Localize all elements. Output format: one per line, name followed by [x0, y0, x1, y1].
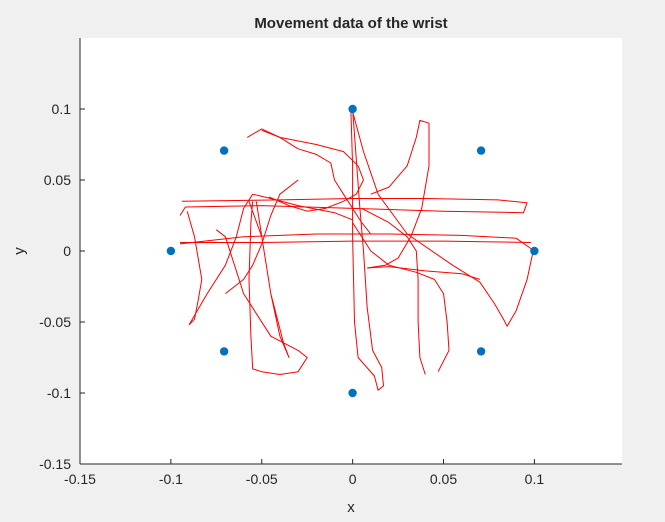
x-axis-label: x — [347, 499, 355, 516]
target-point-3 — [476, 347, 486, 356]
plot-area — [80, 38, 622, 464]
trajectory-path-6 — [188, 193, 353, 326]
y-tick-label: 0.1 — [52, 101, 72, 117]
trajectory-path-10 — [246, 128, 372, 235]
y-tick-label: -0.15 — [39, 456, 71, 472]
trajectory-path-12 — [361, 207, 426, 375]
x-tick-label: -0.05 — [246, 471, 278, 487]
target-point-4 — [348, 388, 357, 398]
trajectory-path-5 — [186, 211, 203, 326]
y-tick-label: 0 — [63, 243, 71, 259]
target-point-7 — [219, 146, 229, 155]
x-tick-label: 0.1 — [525, 471, 545, 487]
target-point-1 — [476, 146, 486, 155]
y-tick-label: -0.05 — [39, 314, 71, 330]
trajectory-path-1 — [352, 111, 535, 327]
trajectory-path-8 — [248, 201, 290, 358]
trajectory-path-15 — [225, 179, 299, 294]
target-point-5 — [219, 347, 229, 356]
trajectory-path-14 — [367, 266, 481, 280]
trajectory-path-9 — [261, 129, 364, 212]
trajectory-path-4 — [179, 198, 528, 216]
trajectory-path-7 — [215, 201, 308, 375]
target-point-0 — [348, 104, 357, 114]
trajectory-path-0 — [350, 107, 384, 391]
x-tick-label: -0.1 — [159, 471, 183, 487]
y-tick-label: -0.1 — [47, 385, 71, 401]
x-ticks: -0.15 -0.1 -0.05 0 0.05 0.1 — [64, 459, 544, 487]
x-tick-label: -0.15 — [64, 471, 96, 487]
chart-title: Movement data of the wrist — [254, 15, 447, 32]
trajectory-path-2 — [179, 233, 535, 252]
x-tick-label: 0.05 — [430, 471, 457, 487]
x-tick-label: 0 — [349, 471, 357, 487]
y-tick-label: 0.05 — [44, 172, 71, 188]
target-markers — [166, 104, 539, 398]
trajectory-lines — [179, 107, 535, 391]
trajectory-path-11 — [352, 222, 450, 372]
y-axis-label: y — [11, 247, 28, 255]
target-point-6 — [166, 246, 176, 256]
y-ticks: -0.15 -0.1 -0.05 0 0.05 0.1 — [39, 101, 85, 472]
target-point-2 — [530, 246, 539, 256]
trajectory-path-13 — [367, 119, 430, 269]
